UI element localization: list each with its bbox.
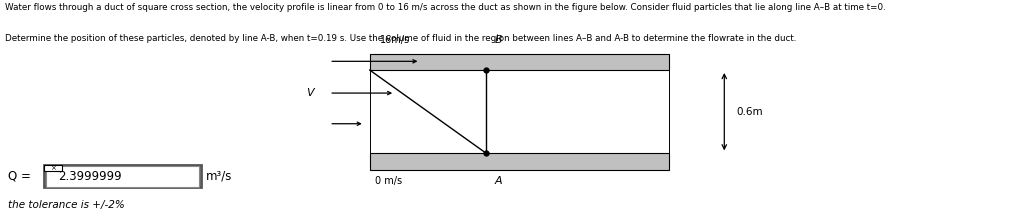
Text: Q =: Q = — [8, 170, 31, 183]
Text: the tolerance is +/-2%: the tolerance is +/-2% — [8, 200, 125, 210]
Text: ×: × — [50, 165, 56, 171]
Bar — [46, 166, 199, 187]
Text: 0.6m: 0.6m — [736, 107, 763, 117]
Text: A: A — [494, 176, 502, 186]
Text: V: V — [306, 88, 314, 98]
Text: m³/s: m³/s — [206, 170, 232, 183]
Text: B: B — [494, 35, 502, 45]
Bar — [370, 54, 669, 70]
Bar — [370, 153, 669, 170]
Text: Water flows through a duct of square cross section, the velocity profile is line: Water flows through a duct of square cro… — [5, 3, 885, 12]
Bar — [44, 165, 62, 171]
Bar — [44, 165, 201, 187]
Text: 16m/s: 16m/s — [380, 35, 410, 45]
Text: 0 m/s: 0 m/s — [375, 176, 402, 186]
Text: 2.3999999: 2.3999999 — [58, 170, 122, 183]
Text: Determine the position of these particles, denoted by line A-B, when t=0.19 s. U: Determine the position of these particle… — [5, 34, 796, 43]
